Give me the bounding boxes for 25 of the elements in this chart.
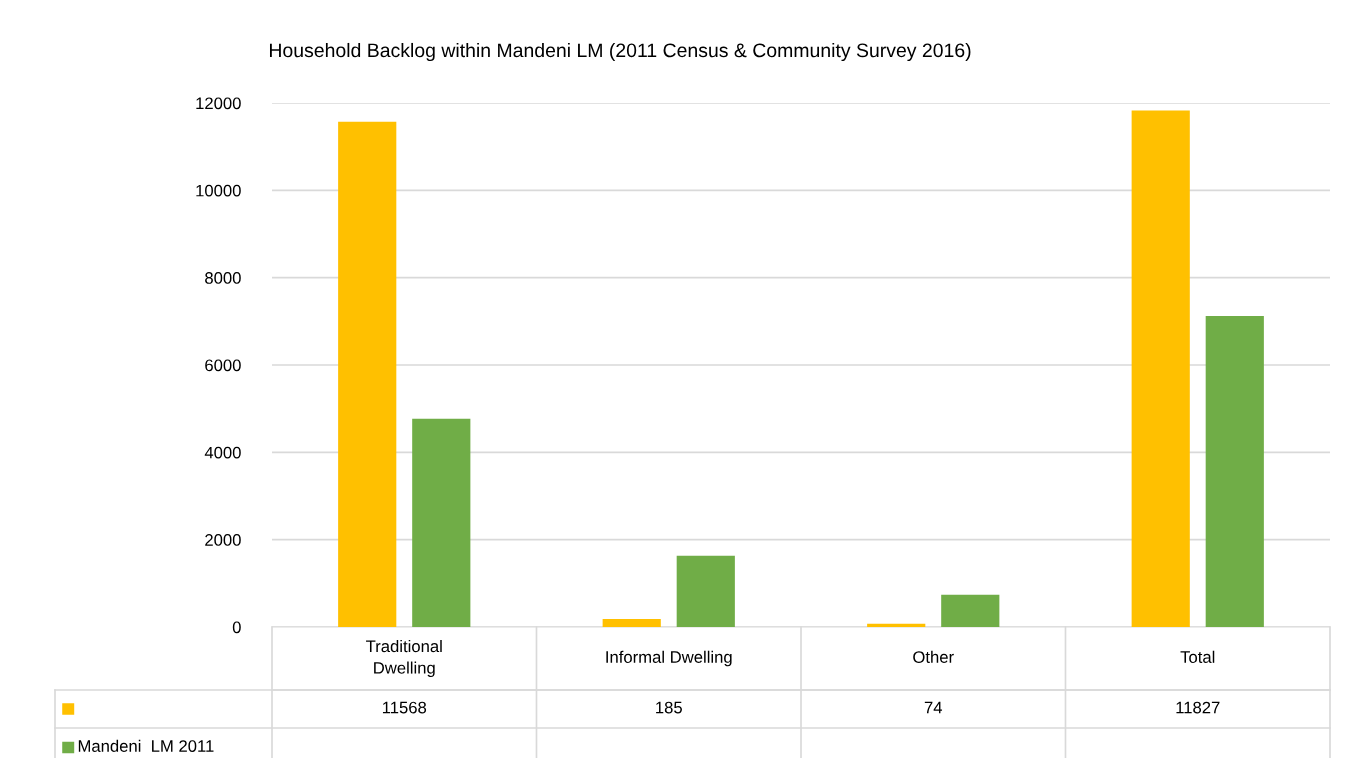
bar xyxy=(941,594,1000,627)
legend-label: Mandeni LM 2011 xyxy=(78,739,214,752)
y-tick-label: 12000 xyxy=(196,97,241,110)
bar xyxy=(676,555,735,627)
x-tick-label: Total xyxy=(1180,650,1215,663)
x-tick-label: Informal Dwelling xyxy=(606,650,732,667)
chart-title: Household Backlog within Mandeni LM (2011 Census & Community Survey 2016) xyxy=(269,42,971,62)
bar xyxy=(1131,110,1190,627)
bar xyxy=(867,623,926,627)
y-tick-label: 10000 xyxy=(196,184,241,197)
y-tick-label: 6000 xyxy=(205,359,241,372)
bar xyxy=(338,121,397,627)
data-label: 11568 xyxy=(382,701,427,714)
y-tick-label: 4000 xyxy=(204,446,241,459)
bar xyxy=(412,418,471,627)
y-tick-label: 0 xyxy=(232,621,241,634)
y-tick-label: 2000 xyxy=(205,534,241,546)
data-label: 11827 xyxy=(1176,701,1220,714)
y-tick-label: 8000 xyxy=(205,272,241,284)
bar xyxy=(602,618,661,627)
bar xyxy=(1205,316,1264,627)
data-label: 74 xyxy=(924,701,943,714)
x-tick-label: Traditional Dwelling xyxy=(366,639,442,678)
data-label: 185 xyxy=(656,701,682,714)
x-tick-label: Other xyxy=(913,650,954,663)
